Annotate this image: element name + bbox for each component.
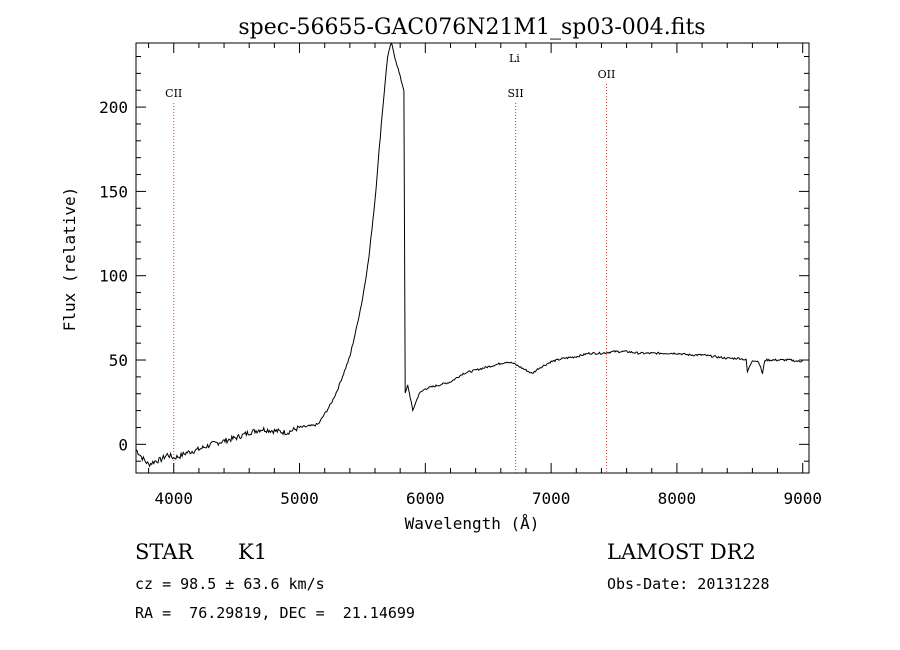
spectrum-line <box>135 42 804 468</box>
spectral-line-markers: CII Li SII OII <box>165 52 615 473</box>
spectral-line-label: OII <box>598 68 616 81</box>
x-tick-label: 5000 <box>280 489 319 508</box>
x-tick-label: 7000 <box>532 489 571 508</box>
x-tick-label: 8000 <box>658 489 697 508</box>
spectral-line-label: CII <box>165 87 182 100</box>
x-axis-label: Wavelength (Å) <box>405 514 540 533</box>
redshift-velocity: cz = 98.5 ± 63.6 km/s <box>135 575 325 593</box>
spectral-line-label: SII <box>508 87 524 100</box>
y-tick-label: 50 <box>109 351 128 370</box>
x-tick-label: 9000 <box>783 489 822 508</box>
x-tick-label: 6000 <box>406 489 445 508</box>
y-tick-label: 150 <box>99 182 128 201</box>
survey-name: LAMOST DR2 <box>607 540 756 564</box>
y-tick-label: 0 <box>118 435 128 454</box>
subclass: K1 <box>238 540 268 564</box>
axis-ticks: 4000 5000 6000 7000 8000 9000 0 50 100 150 200 <box>99 43 822 508</box>
plot-frame <box>135 42 810 474</box>
coordinates: RA = 76.29819, DEC = 21.14699 <box>135 604 415 622</box>
object-type: STAR <box>135 540 194 564</box>
y-tick-label: 100 <box>99 267 128 286</box>
y-axis-label: Flux (relative) <box>60 187 79 332</box>
spectral-line-label: Li <box>509 52 520 65</box>
chart-title: spec-56655-GAC076N21M1_sp03-004.fits <box>238 15 705 40</box>
observation-date: Obs-Date: 20131228 <box>607 575 770 593</box>
y-tick-label: 200 <box>99 98 128 117</box>
x-tick-label: 4000 <box>154 489 193 508</box>
plot-area <box>135 42 810 474</box>
spectrum-series <box>135 42 804 468</box>
